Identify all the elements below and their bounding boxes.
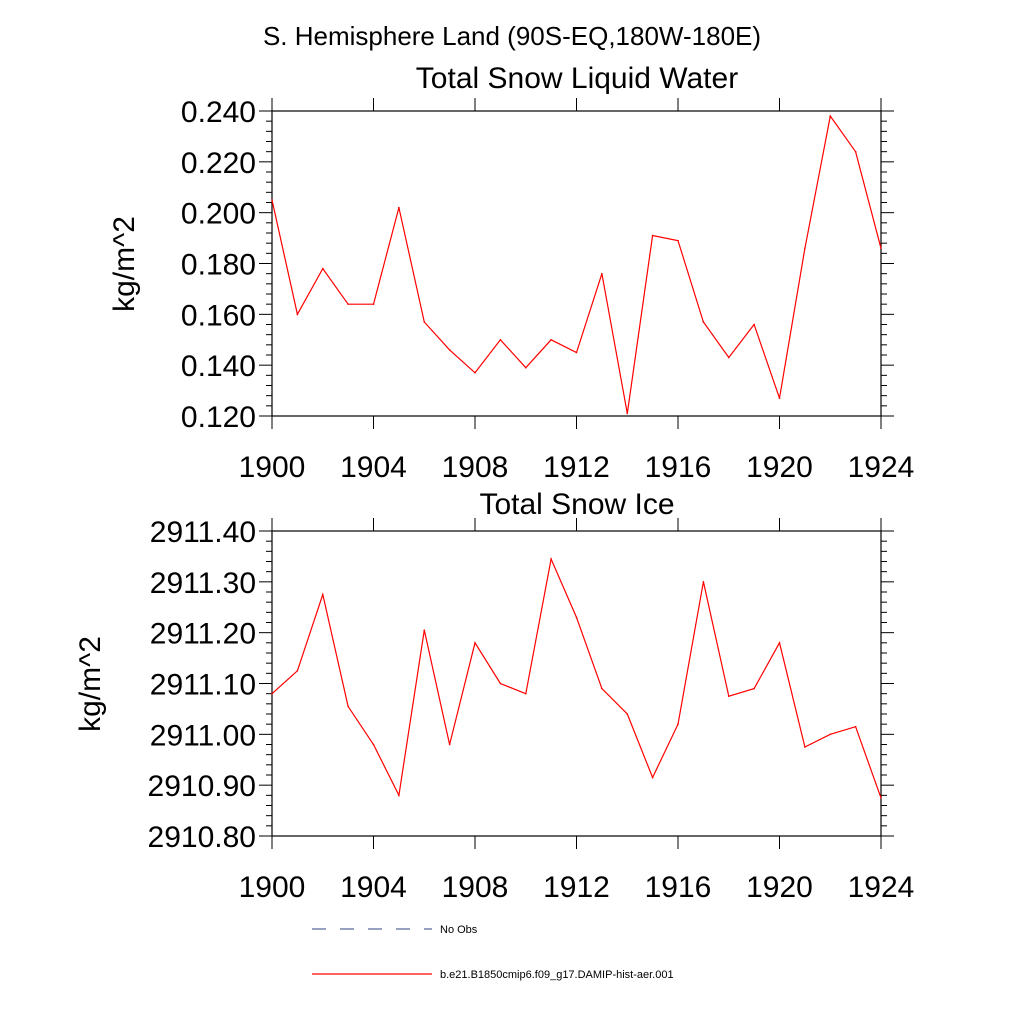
series-line [271,114,882,414]
series-layer [271,556,882,799]
data-point [499,338,502,341]
data-point [677,239,679,242]
data-point [524,366,527,369]
y-tick-label: 0.200 [181,198,256,231]
data-point [398,206,400,209]
data-point [423,629,426,631]
y-tick-label: 2910.90 [148,770,256,803]
x-tick-label: 1916 [645,451,712,484]
data-point [321,267,324,270]
data-point [550,338,552,341]
figure-title: S. Hemisphere Land (90S-EQ,180W-180E) [263,21,761,51]
data-point [854,725,857,728]
data-point [398,794,400,797]
data-point [474,371,476,374]
legend-model-label: b.e21.B1850cmip6.f09_g17.DAMIP-hist-aer.… [440,969,674,981]
y-tick-label: 2911.10 [150,669,256,702]
series-layer [271,114,882,415]
data-point [575,616,578,619]
data-point [702,321,705,323]
legend-no-obs-label: No Obs [440,924,478,936]
data-point [321,593,324,596]
x-tick-label: 1904 [340,871,407,904]
data-point [753,687,755,690]
panel-total-snow-liquid-water: Total Snow Liquid Water kg/m^2 0.120 0.14… [108,62,914,484]
y-tick-label: 0.180 [181,249,256,282]
panel-title: Total Snow Liquid Water [416,62,738,95]
data-point [347,303,349,305]
y-axis-label: kg/m^2 [74,636,107,732]
y-tick-label: 2911.30 [150,567,256,600]
data-point [271,692,273,695]
data-point [727,356,730,359]
data-point [702,581,705,583]
data-point [626,412,629,415]
x-tick-label: 1924 [848,871,915,904]
data-point [753,323,755,326]
data-point [727,695,730,698]
data-point [296,313,299,316]
legend: No Obs b.e21.B1850cmip6.f09_g17.DAMIP-hi… [312,924,674,981]
x-tick-label: 1908 [442,451,509,484]
y-tick-label: 0.160 [181,299,256,332]
axis-ticks [259,518,894,849]
data-point [347,705,349,708]
plot-frame [271,110,882,417]
data-point [854,150,857,153]
data-point [829,733,832,736]
series-line [271,556,882,799]
y-tick-label: 0.140 [181,350,256,383]
data-point [601,687,603,690]
y-tick-label: 0.220 [181,147,256,180]
data-point [804,247,806,250]
y-tick-label: 2911.00 [150,719,256,752]
data-point [651,776,654,779]
x-tick-label: 1904 [340,451,407,484]
data-point [550,558,552,560]
data-point [677,723,679,725]
y-axis-label: kg/m^2 [108,216,141,312]
data-point [778,642,781,644]
data-point [499,682,502,685]
data-point [372,303,375,305]
y-tick-label: 2911.40 [150,516,256,549]
data-point [601,272,603,275]
x-tick-label: 1912 [543,871,610,904]
x-tick-label: 1912 [543,451,610,484]
y-tick-label: 2910.80 [148,821,256,854]
x-tick-label: 1920 [746,451,813,484]
data-point [448,743,451,746]
axis-ticks [259,98,894,429]
panel-total-snow-ice: Total Snow Ice kg/m^2 2910.80 2910.90 2911… [74,488,914,904]
x-tick-label: 1916 [645,871,712,904]
data-point [651,234,654,237]
data-point [296,669,299,672]
data-point [778,397,781,400]
tick-labels: 0.120 0.140 0.160 0.180 0.200 0.220 0.240 1900 1… [181,96,914,484]
y-tick-label: 2911.20 [150,618,256,651]
y-tick-label: 0.120 [181,401,256,434]
data-point [829,115,832,117]
data-point [524,692,527,695]
data-point [880,797,882,799]
data-point [575,351,578,354]
x-tick-label: 1900 [239,871,306,904]
x-tick-label: 1900 [239,451,306,484]
y-tick-label: 0.240 [181,96,256,129]
tick-labels: 2910.80 2910.90 2911.00 2911.10 2911.20 2911.… [148,516,915,904]
data-point [626,713,629,715]
data-point [880,247,882,250]
panel-title: Total Snow Ice [479,488,674,521]
x-tick-label: 1908 [442,871,509,904]
data-point [804,746,806,748]
data-point [474,642,476,644]
data-point [271,199,273,201]
x-tick-label: 1920 [746,871,813,904]
data-point [423,321,426,323]
x-tick-label: 1924 [848,451,915,484]
data-point [448,349,451,351]
data-point [372,743,375,746]
